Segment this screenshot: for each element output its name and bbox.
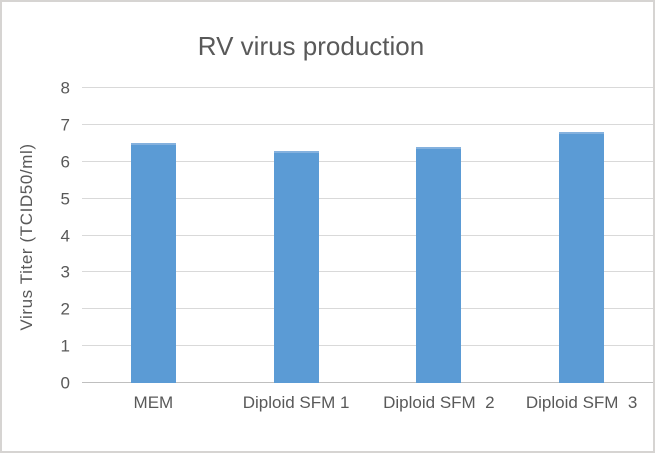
chart-title: RV virus production xyxy=(197,31,425,61)
x-axis-line xyxy=(82,382,653,383)
y-axis-tick-labels: 0 1 2 3 4 5 6 7 8 xyxy=(38,80,70,392)
bar-slot xyxy=(368,88,511,383)
bar xyxy=(416,147,462,383)
y-axis-tick-label: 4 xyxy=(60,226,70,245)
bar xyxy=(273,150,319,383)
y-axis-tick-label: 2 xyxy=(60,299,70,319)
bar-slot xyxy=(225,88,368,383)
bar-slot xyxy=(510,88,653,383)
plot-area xyxy=(82,87,653,383)
x-axis-category-label: MEM xyxy=(133,393,174,412)
bar xyxy=(559,132,605,383)
y-axis-tick-label: 5 xyxy=(60,189,70,209)
x-axis-category-labels: MEM Diploid SFM 1 Diploid SFM 2 Diploid SFM… xyxy=(82,393,653,413)
bars-layer xyxy=(82,88,653,383)
gridline xyxy=(82,345,653,347)
bar-slot xyxy=(82,88,225,383)
y-axis-tick-label: 1 xyxy=(60,336,70,356)
y-axis-tick-label: 0 xyxy=(60,373,70,393)
gridline xyxy=(82,197,653,199)
gridline xyxy=(82,160,653,162)
y-axis-title: Virus Titer (TCID50/ml) xyxy=(17,143,36,331)
y-axis-tick-label: 6 xyxy=(60,152,70,172)
x-axis-category-label: Diploid SFM 2 xyxy=(383,393,495,412)
gridline xyxy=(82,271,653,273)
x-axis-category-label: Diploid SFM 3 xyxy=(525,393,638,412)
gridline xyxy=(82,308,653,310)
gridline xyxy=(82,123,653,125)
y-axis-tick-label: 7 xyxy=(60,115,70,135)
y-axis-tick-label: 8 xyxy=(60,78,70,98)
x-axis-category-label: Diploid SFM 1 xyxy=(242,393,350,412)
y-axis-tick-label: 3 xyxy=(60,262,70,282)
bar xyxy=(130,143,176,383)
gridline xyxy=(82,234,653,236)
gridline xyxy=(82,87,653,88)
